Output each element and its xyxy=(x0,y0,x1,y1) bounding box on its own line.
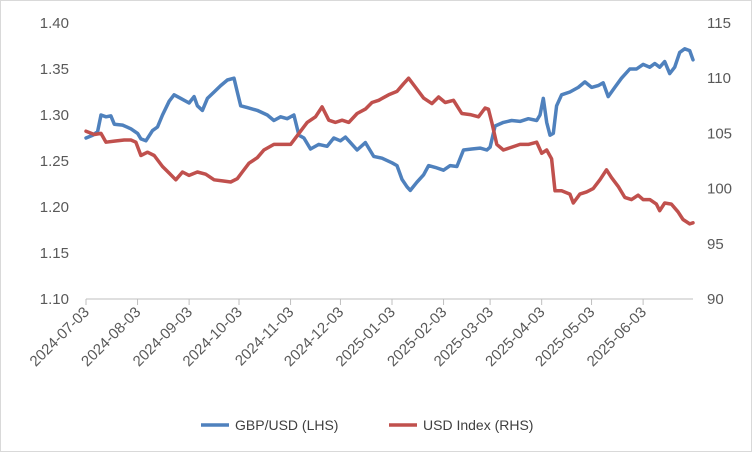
left-tick-label: 1.40 xyxy=(40,15,69,32)
legend-label-gbpusd: GBP/USD (LHS) xyxy=(235,417,338,433)
left-tick-label: 1.35 xyxy=(40,61,69,78)
right-tick-label: 90 xyxy=(707,291,724,308)
legend: GBP/USD (LHS) USD Index (RHS) xyxy=(201,417,533,433)
gbpusd-series-line xyxy=(84,47,695,193)
left-tick-label: 1.30 xyxy=(40,107,69,124)
right-tick-label: 110 xyxy=(707,70,731,87)
right-tick-label: 100 xyxy=(707,181,732,198)
x-axis: 2024-07-032024-08-032024-09-032024-10-03… xyxy=(27,298,693,370)
right-tick-label: 105 xyxy=(707,125,732,142)
right-tick-label: 95 xyxy=(707,236,724,253)
right-tick-label: 115 xyxy=(707,15,731,32)
left-tick-label: 1.10 xyxy=(40,291,69,308)
right-y-axis: 90 95 100 105 110 115 xyxy=(707,15,732,308)
usd-index-series-line xyxy=(84,76,695,226)
legend-label-usd-index: USD Index (RHS) xyxy=(423,417,533,433)
left-tick-label: 1.25 xyxy=(40,153,69,170)
left-tick-label: 1.20 xyxy=(40,199,69,216)
left-tick-label: 1.15 xyxy=(40,245,69,262)
series-lines xyxy=(84,47,695,226)
left-y-axis: 1.10 1.15 1.20 1.25 1.30 1.35 1.40 xyxy=(40,15,69,308)
